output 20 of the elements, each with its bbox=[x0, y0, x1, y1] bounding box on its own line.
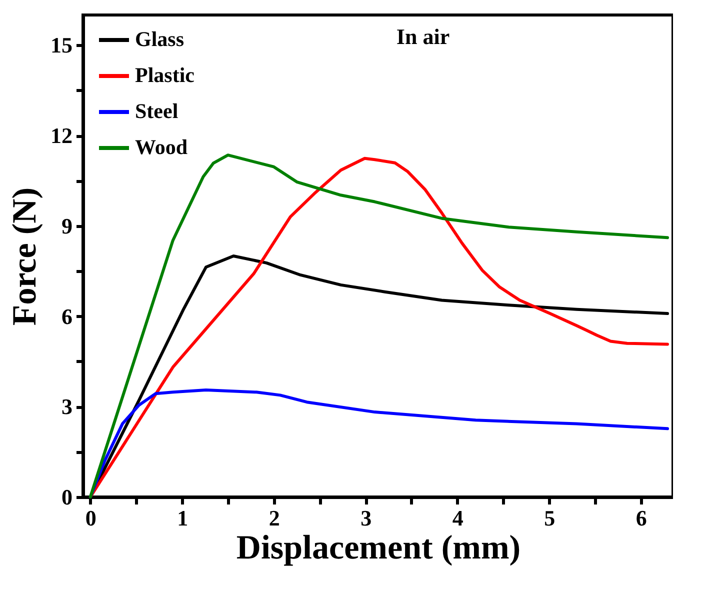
x-axis-title: Displacement (mm) bbox=[236, 530, 521, 566]
legend-label: Wood bbox=[135, 135, 188, 159]
y-axis-title: Force (N) bbox=[6, 187, 44, 326]
y-tick-label: 3 bbox=[62, 394, 72, 420]
annotation: In air bbox=[396, 24, 450, 49]
x-tick-label: 6 bbox=[636, 506, 647, 530]
y-tick-label: 12 bbox=[50, 123, 72, 148]
x-tick-label: 3 bbox=[360, 506, 372, 530]
x-tick-label: 2 bbox=[268, 506, 280, 530]
x-tick-label: 0 bbox=[85, 506, 96, 530]
legend-label: Plastic bbox=[135, 63, 194, 87]
legend-label: Steel bbox=[135, 99, 178, 123]
y-tick-label: 0 bbox=[62, 484, 72, 510]
y-tick-label: 15 bbox=[50, 32, 72, 58]
x-tick-label: 4 bbox=[452, 506, 464, 530]
y-tick-label: 9 bbox=[62, 213, 72, 238]
x-tick-label: 5 bbox=[544, 506, 556, 530]
y-tick-label: 6 bbox=[62, 304, 72, 329]
legend-label: Glass bbox=[135, 27, 184, 51]
x-tick-label: 1 bbox=[177, 506, 188, 530]
